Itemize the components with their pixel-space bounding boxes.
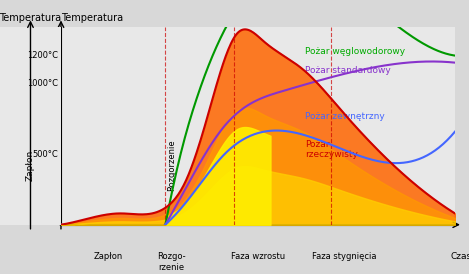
Text: Czas: Czas [451,252,469,261]
Text: Faza wzrostu: Faza wzrostu [231,252,285,261]
Text: 500°C: 500°C [32,150,58,159]
Text: Zapłon: Zapłon [94,252,123,261]
Text: Temperatura: Temperatura [0,13,61,24]
Text: Rozgo-
rzenie: Rozgo- rzenie [157,252,186,272]
Text: 1200°C: 1200°C [27,51,58,60]
Text: Temperatura: Temperatura [61,13,123,24]
Text: Pożar zewnętrzny: Pożar zewnętrzny [305,112,385,121]
Text: Zapłon: Zapłon [26,150,35,181]
Text: Pożar
rzeczywisty: Pożar rzeczywisty [305,140,358,159]
Text: Pożar węglowodorowy: Pożar węglowodorowy [305,47,405,56]
Text: Rozgorzenie: Rozgorzenie [167,140,176,191]
Text: Pożar standardowy: Pożar standardowy [305,66,391,75]
Text: 1000°C: 1000°C [27,79,58,88]
Text: Faza stygnięcia: Faza stygnięcia [312,252,377,261]
